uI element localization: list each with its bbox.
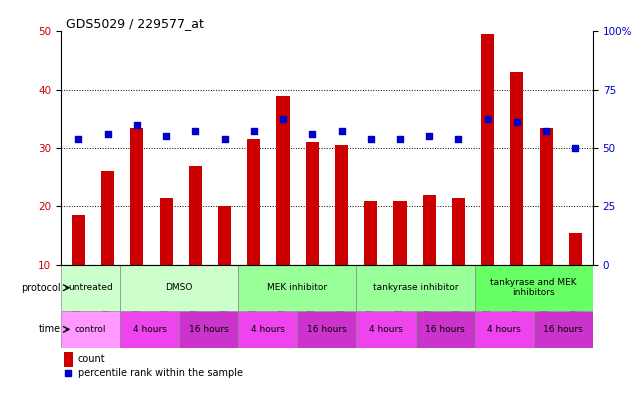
Bar [422,195,436,265]
Bar [130,128,144,265]
Point [453,136,463,143]
Text: tankyrase inhibitor: tankyrase inhibitor [373,283,458,292]
Bar [475,265,593,310]
Bar [534,310,593,348]
Point [190,127,201,134]
Text: 16 hours: 16 hours [544,325,583,334]
Bar [61,265,120,310]
Point [570,145,581,151]
Text: tankyrase and MEK
inhibitors: tankyrase and MEK inhibitors [490,278,577,298]
Bar [475,310,534,348]
Bar [61,310,120,348]
Point [161,133,171,140]
Bar [238,265,356,310]
Text: 16 hours: 16 hours [189,325,229,334]
Bar [356,310,415,348]
Text: 4 hours: 4 hours [369,325,403,334]
Text: 16 hours: 16 hours [425,325,465,334]
Bar [160,198,172,265]
Text: 4 hours: 4 hours [133,325,167,334]
Bar [101,171,114,265]
Text: untreated: untreated [68,283,113,292]
Bar [356,265,475,310]
Bar [510,72,524,265]
Point [424,133,435,140]
Point [541,127,551,134]
Bar [540,128,553,265]
Bar [247,140,260,265]
Bar [72,215,85,265]
Bar [297,310,356,348]
Point [483,116,493,122]
Text: 4 hours: 4 hours [251,325,285,334]
Text: DMSO: DMSO [165,283,193,292]
Text: GDS5029 / 229577_at: GDS5029 / 229577_at [66,17,204,30]
Bar [120,310,179,348]
Text: 4 hours: 4 hours [487,325,521,334]
Bar [63,353,73,367]
Bar [276,95,290,265]
Point [512,119,522,125]
Point [249,127,259,134]
Text: count: count [78,354,106,364]
Bar [120,265,238,310]
Point [278,116,288,122]
Point [365,136,376,143]
Bar [306,142,319,265]
Bar [394,200,406,265]
Point [395,136,405,143]
Point [219,136,229,143]
Bar [569,233,582,265]
Point [390,320,400,326]
Text: MEK inhibitor: MEK inhibitor [267,283,328,292]
Point [132,121,142,128]
Bar [335,145,348,265]
Text: 16 hours: 16 hours [307,325,347,334]
Bar [218,206,231,265]
Bar [238,310,297,348]
Bar [415,310,475,348]
Point [73,136,83,143]
Point [307,130,317,137]
Text: control: control [75,325,106,334]
Bar [452,198,465,265]
Text: percentile rank within the sample: percentile rank within the sample [78,368,243,378]
Bar [364,200,378,265]
Point [103,130,113,137]
Text: time: time [38,324,61,334]
Bar [189,165,202,265]
Point [337,127,347,134]
Text: protocol: protocol [21,283,61,293]
Bar [179,310,238,348]
Bar [481,34,494,265]
